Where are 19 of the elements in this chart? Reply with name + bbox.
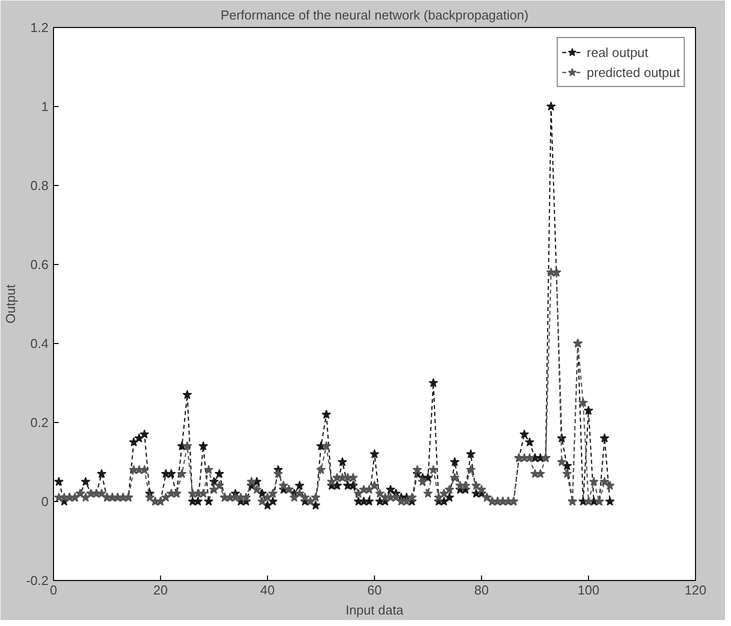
x-tick-label: 20 [153,582,168,598]
x-tick-label: 80 [474,582,489,598]
y-tick-label: 1 [41,99,49,114]
x-tick-label: 120 [684,582,706,598]
legend-label: real output [586,44,648,60]
chart-title: Performance of the neural network (backpropagation) [220,8,528,22]
x-tick-label: 40 [260,582,275,598]
y-tick-label: 0.4 [30,336,49,351]
legend-label: predicted output [586,64,680,80]
y-axis-title: Output [3,284,18,324]
y-tick-label: 0.6 [30,257,49,272]
y-tick-label: 0 [41,494,49,509]
x-tick-label: 100 [578,582,600,598]
y-tick-label: -0.2 [26,573,49,588]
y-tick-label: 0.8 [30,178,49,193]
x-tick-label: 60 [367,582,382,598]
y-tick-label: 0.2 [30,415,49,430]
y-tick-label: 1.2 [30,20,49,35]
x-axis-title: Input data [346,602,404,618]
